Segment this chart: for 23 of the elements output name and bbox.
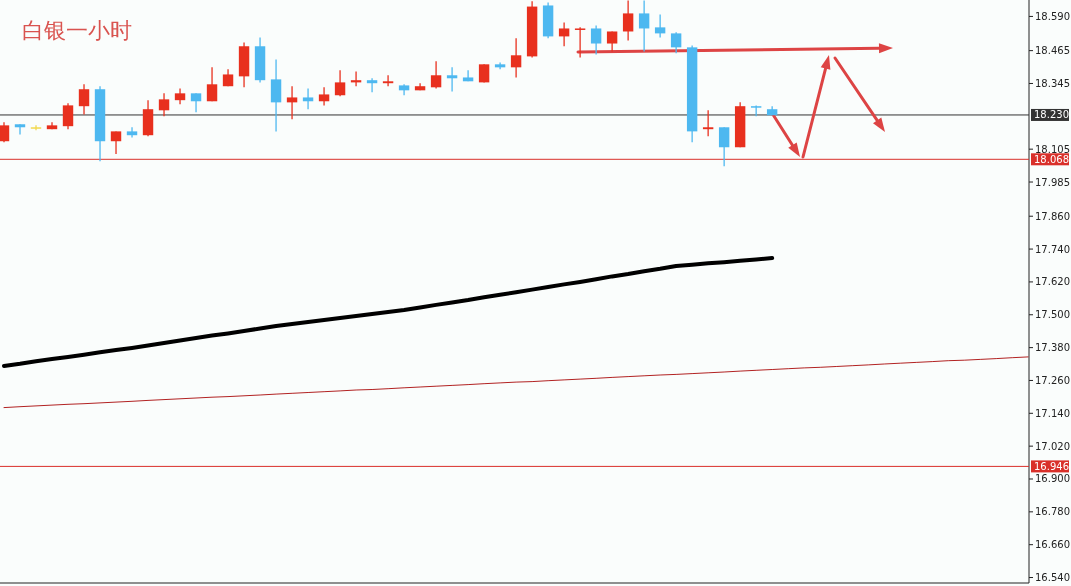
y-tick-label: 17.620 bbox=[1035, 276, 1070, 288]
ref-line-label: 16.946 bbox=[1034, 460, 1069, 472]
y-tick-label: 17.140 bbox=[1035, 407, 1070, 419]
y-tick-label: 18.590 bbox=[1035, 10, 1070, 22]
line-series bbox=[2, 256, 775, 368]
y-tick-label: 18.465 bbox=[1035, 45, 1070, 57]
y-tick-label: 17.380 bbox=[1035, 342, 1070, 354]
line-series bbox=[3, 356, 1029, 409]
y-tick-label: 16.660 bbox=[1035, 539, 1070, 551]
y-tick-label: 18.345 bbox=[1035, 77, 1070, 89]
y-tick-label: 16.780 bbox=[1035, 506, 1070, 518]
y-tick-label: 17.860 bbox=[1035, 210, 1070, 222]
text: 白银一小时 bbox=[22, 18, 132, 43]
y-tick-label: 17.500 bbox=[1035, 309, 1070, 321]
y-tick-label: 17.740 bbox=[1035, 243, 1070, 255]
y-tick-label: 16.540 bbox=[1035, 572, 1070, 584]
y-tick-label: 17.260 bbox=[1035, 374, 1070, 386]
y-tick-label: 16.900 bbox=[1035, 473, 1070, 485]
ref-line-label: 18.230 bbox=[1034, 109, 1069, 121]
y-tick-label: 17.020 bbox=[1035, 440, 1070, 452]
y-tick-label: 18.105 bbox=[1035, 143, 1070, 155]
ref-line-label: 18.068 bbox=[1034, 153, 1069, 165]
y-tick-label: 17.985 bbox=[1035, 176, 1070, 188]
